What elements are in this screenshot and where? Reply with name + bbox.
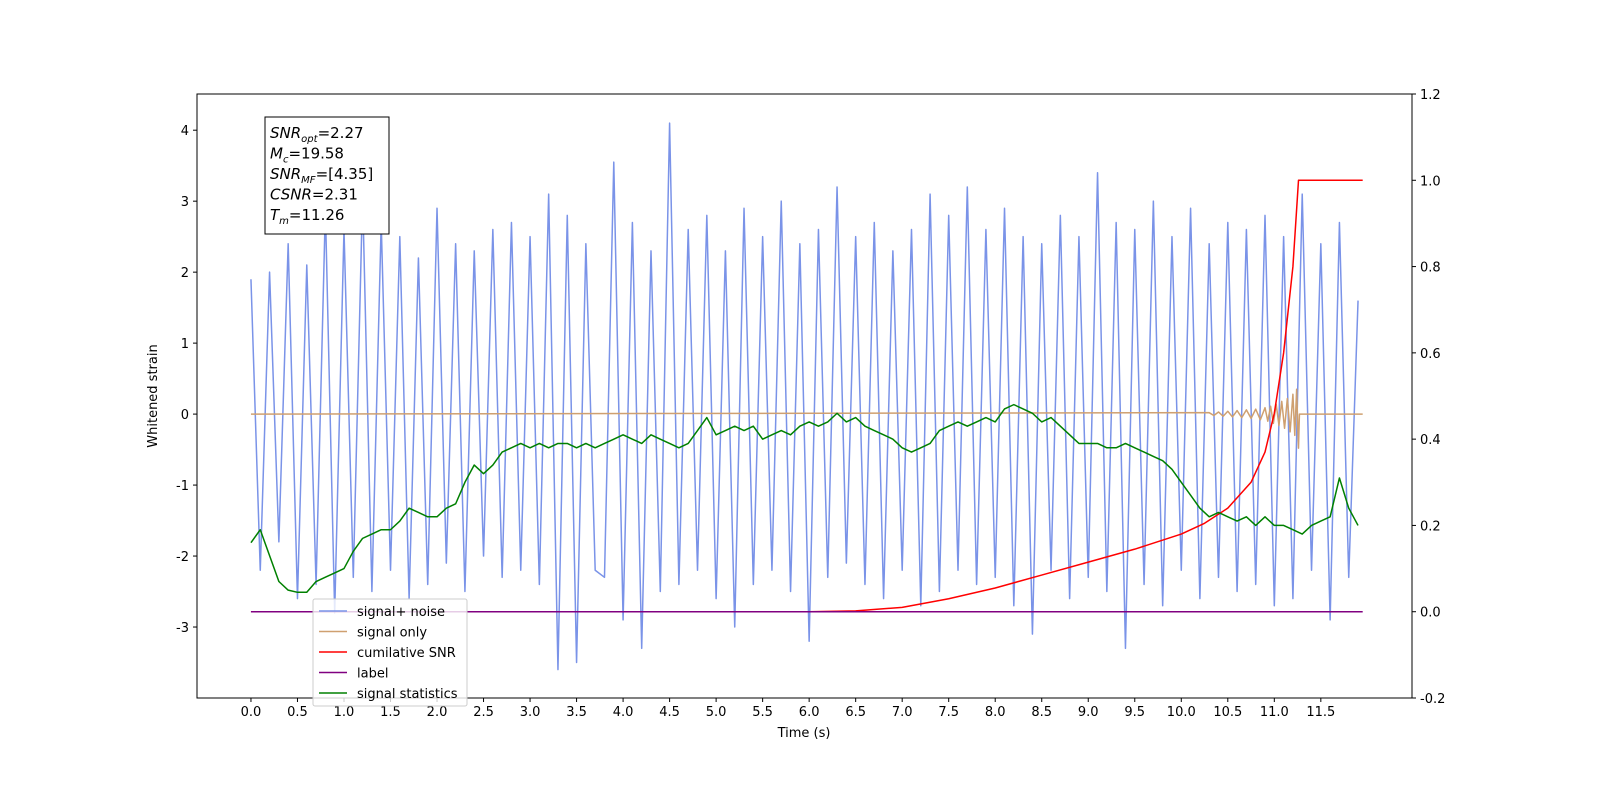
x-tick-label: 7.0 xyxy=(892,705,913,720)
x-tick-label: 2.0 xyxy=(427,705,448,720)
annotation-base: M xyxy=(270,145,283,163)
x-tick-label: 0.0 xyxy=(241,705,262,720)
legend-label: signal statistics xyxy=(357,687,458,702)
y2-tick-label: 1.0 xyxy=(1420,174,1441,189)
legend: signal+ noise signal only cumilative SNR la… xyxy=(312,598,468,707)
x-tick-label: 7.5 xyxy=(938,705,959,720)
plot-area xyxy=(250,122,1363,671)
x-tick-label: 10.0 xyxy=(1167,705,1196,720)
y2-tick-label: 0.0 xyxy=(1420,606,1441,621)
annotation-base: CSNR xyxy=(270,186,312,204)
annotation-value: =2.31 xyxy=(312,186,358,204)
y-tick-label: -3 xyxy=(176,621,189,636)
x-tick-label: 3.5 xyxy=(566,705,587,720)
annotation-sub: c xyxy=(283,155,289,166)
annotation-value: =19.58 xyxy=(288,145,344,163)
annotation-frame xyxy=(264,116,390,235)
y2-tick-label: 0.6 xyxy=(1420,347,1441,362)
legend-label: label xyxy=(357,667,388,682)
legend-frame xyxy=(312,598,468,707)
y2-tick-label: 1.2 xyxy=(1420,88,1441,103)
x-tick-label: 0.5 xyxy=(287,705,308,720)
x-tick-label: 10.5 xyxy=(1213,705,1242,720)
y2-tick-label: 0.2 xyxy=(1420,519,1441,534)
x-tick-label: 8.5 xyxy=(1031,705,1052,720)
x-tick-label: 5.5 xyxy=(752,705,773,720)
y2-tick-label: 0.8 xyxy=(1420,261,1441,276)
annotation-base: T xyxy=(270,206,281,224)
x-tick-label: 2.5 xyxy=(473,705,494,720)
x-tick-label: 3.0 xyxy=(520,705,541,720)
x-tick-label: 5.0 xyxy=(706,705,727,720)
annotation-sub: opt xyxy=(301,134,318,145)
legend-label: cumilative SNR xyxy=(357,646,456,661)
x-tick-label: 6.0 xyxy=(799,705,820,720)
annotation-line: SNRMF=[4.35] xyxy=(270,165,373,186)
annotation-box: SNRopt=2.27Mc=19.58SNRMF=[4.35]CSNR=2.31… xyxy=(264,116,390,235)
x-tick-label: 8.0 xyxy=(985,705,1006,720)
annotation-line: CSNR=2.31 xyxy=(270,186,358,204)
y-tick-label: 2 xyxy=(181,266,189,281)
x-tick-label: 11.5 xyxy=(1306,705,1335,720)
x-axis-label: Time (s) xyxy=(777,726,831,741)
y2-tick-label: 0.4 xyxy=(1420,433,1441,448)
annotation-value: =2.27 xyxy=(318,124,364,142)
y-tick-label: 4 xyxy=(181,124,189,139)
annotation-value: =11.26 xyxy=(289,206,345,224)
annotation-sub: MF xyxy=(301,175,316,186)
series-line xyxy=(250,388,1363,449)
annotation-sub: m xyxy=(279,216,289,227)
y-tick-label: 0 xyxy=(181,408,189,423)
annotation-line: SNRopt=2.27 xyxy=(270,124,364,145)
x-tick-label: 9.5 xyxy=(1124,705,1145,720)
legend-label: signal+ noise xyxy=(357,605,445,620)
y-axis-label: Whitened strain xyxy=(146,344,161,447)
y-tick-label: -1 xyxy=(176,479,189,494)
y-tick-label: 1 xyxy=(181,337,189,352)
y-tick-label: -2 xyxy=(176,550,189,565)
series-line xyxy=(250,122,1359,671)
x-tick-label: 9.0 xyxy=(1078,705,1099,720)
legend-label: signal only xyxy=(357,626,427,641)
annotation-base: SNR xyxy=(270,124,301,142)
annotation-value: =[4.35] xyxy=(316,165,374,183)
annotation-base: SNR xyxy=(270,165,301,183)
y2-tick-label: -0.2 xyxy=(1420,692,1445,707)
x-tick-label: 4.5 xyxy=(659,705,680,720)
series-line xyxy=(250,403,1359,594)
x-tick-label: 6.5 xyxy=(845,705,866,720)
x-tick-label: 1.5 xyxy=(380,705,401,720)
x-tick-label: 11.0 xyxy=(1260,705,1289,720)
x-tick-label: 4.0 xyxy=(613,705,634,720)
x-tick-label: 1.0 xyxy=(334,705,355,720)
axes-frame xyxy=(196,93,1413,699)
y-tick-label: 3 xyxy=(181,195,189,210)
annotation-line: Tm=11.26 xyxy=(270,206,344,227)
annotation-line: Mc=19.58 xyxy=(270,145,344,166)
series-line xyxy=(250,179,1363,613)
